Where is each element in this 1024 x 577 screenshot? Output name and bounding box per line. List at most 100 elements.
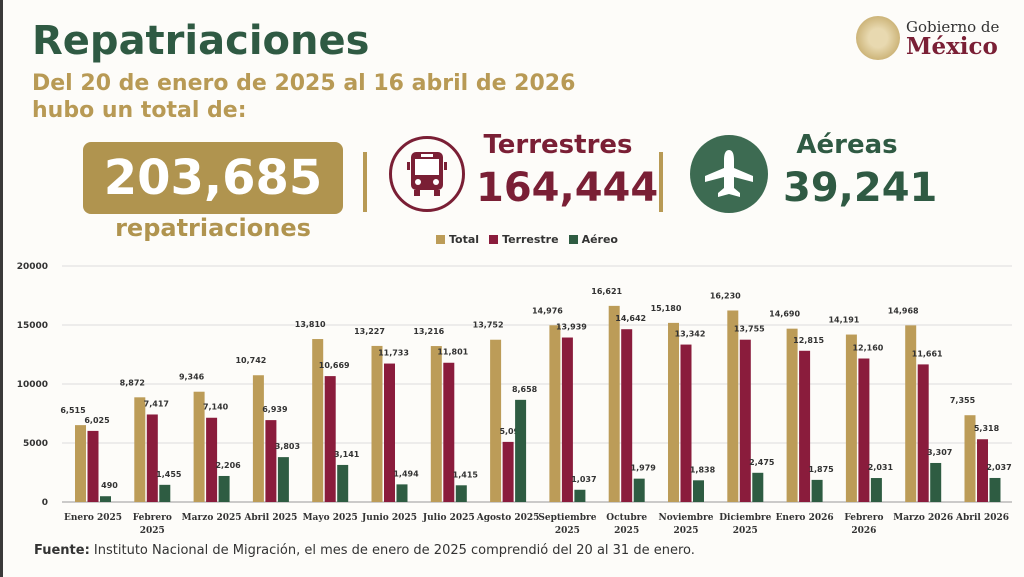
data-label: 13,227 bbox=[354, 327, 385, 336]
bar-total bbox=[252, 375, 264, 502]
x-tick-label: Noviembre bbox=[659, 513, 714, 523]
terrestres-value: 164,444 bbox=[476, 165, 659, 211]
bar-total bbox=[75, 425, 86, 502]
data-label: 13,752 bbox=[473, 321, 504, 330]
x-tick-label: Abril 2025 bbox=[243, 513, 297, 523]
data-label: 11,661 bbox=[912, 349, 943, 358]
bar-total bbox=[193, 391, 205, 502]
data-label: 8,658 bbox=[512, 385, 538, 394]
bar-terrestre bbox=[977, 439, 988, 502]
data-label: 14,968 bbox=[888, 306, 919, 315]
x-tick-label: Diciembre bbox=[719, 513, 771, 523]
data-label: 1,494 bbox=[393, 469, 419, 478]
bar-aéreo bbox=[633, 478, 645, 502]
data-label: 3,141 bbox=[334, 450, 360, 459]
divider bbox=[659, 152, 663, 212]
aereas-value: 39,241 bbox=[783, 165, 938, 211]
y-tick-label: 0 bbox=[42, 498, 48, 508]
data-label: 13,755 bbox=[734, 325, 765, 334]
data-label: 9,346 bbox=[179, 373, 205, 382]
bar-terrestre bbox=[443, 362, 455, 502]
data-label: 7,355 bbox=[950, 396, 976, 405]
data-label: 7,140 bbox=[203, 403, 229, 412]
legend-label-total: Total bbox=[449, 233, 480, 246]
logo-text-gobierno: Gobierno de bbox=[906, 18, 1000, 36]
bar-aéreo bbox=[574, 489, 586, 502]
bar-aéreo bbox=[811, 479, 823, 502]
x-tick-label: Abril 2026 bbox=[955, 513, 1009, 523]
bar-aéreo bbox=[159, 484, 171, 502]
source-note: Fuente: Instituto Nacional de Migración,… bbox=[34, 543, 695, 558]
subtitle-line-2: hubo un total de: bbox=[32, 98, 247, 123]
subtitle: Del 20 de enero de 2025 al 16 abril de 2… bbox=[32, 70, 575, 124]
bar-aéreo bbox=[515, 399, 527, 502]
data-label: 1,455 bbox=[156, 470, 182, 479]
legend-terrestre: Terrestre bbox=[489, 233, 559, 246]
data-label: 6,515 bbox=[60, 406, 86, 415]
y-tick-label: 5000 bbox=[23, 439, 48, 449]
subtitle-line-1: Del 20 de enero de 2025 al 16 abril de 2… bbox=[32, 71, 576, 96]
data-label: 1,415 bbox=[453, 470, 479, 479]
bar-terrestre bbox=[621, 329, 633, 502]
bar-total bbox=[608, 305, 620, 502]
bar-total bbox=[905, 325, 917, 502]
bar-terrestre bbox=[917, 364, 929, 502]
data-label: 14,191 bbox=[828, 316, 859, 325]
bar-aéreo bbox=[930, 462, 942, 502]
bar-terrestre bbox=[265, 420, 277, 502]
legend-aereo: Aéreo bbox=[568, 233, 618, 246]
x-tick-label: Enero 2026 bbox=[776, 513, 834, 523]
bar-terrestre bbox=[502, 441, 514, 502]
bar-terrestre bbox=[384, 363, 395, 502]
y-tick-label: 20000 bbox=[17, 262, 48, 272]
legend-swatch-aereo bbox=[568, 235, 578, 244]
bar-aéreo bbox=[752, 472, 764, 502]
data-label: 6,939 bbox=[262, 405, 288, 414]
bar-terrestre bbox=[87, 430, 99, 502]
data-label: 10,669 bbox=[319, 361, 350, 370]
legend-label-terrestre: Terrestre bbox=[502, 233, 559, 246]
legend-total: Total bbox=[436, 233, 479, 246]
bar-terrestre bbox=[858, 358, 870, 502]
airplane-icon bbox=[690, 135, 768, 213]
data-label: 10,742 bbox=[235, 356, 266, 365]
data-label: 5,318 bbox=[974, 424, 1000, 433]
bar-aéreo bbox=[337, 464, 349, 502]
x-tick-label: Mayo 2025 bbox=[303, 513, 358, 523]
data-label: 6,025 bbox=[84, 416, 110, 425]
bar-terrestre bbox=[324, 376, 336, 502]
source-text: Instituto Nacional de Migración, el mes … bbox=[89, 543, 695, 558]
y-tick-label: 10000 bbox=[17, 380, 48, 390]
bar-terrestre bbox=[680, 344, 692, 502]
total-label: repatriaciones bbox=[115, 214, 311, 242]
bar-aéreo bbox=[455, 485, 467, 502]
data-label: 13,810 bbox=[295, 320, 326, 329]
bar-total bbox=[845, 334, 857, 502]
data-label: 1,979 bbox=[631, 464, 657, 473]
data-label: 2,031 bbox=[868, 463, 894, 472]
x-tick-label: 2025 bbox=[555, 526, 580, 536]
bar-aéreo bbox=[693, 480, 704, 502]
x-tick-label: Octubre bbox=[606, 513, 647, 523]
y-tick-label: 15000 bbox=[17, 321, 48, 331]
bar-total bbox=[668, 322, 679, 502]
data-label: 13,939 bbox=[556, 323, 587, 332]
x-tick-label: Febrero bbox=[844, 513, 883, 523]
data-label: 5,094 bbox=[499, 427, 525, 436]
bar-aéreo bbox=[396, 484, 408, 502]
data-label: 490 bbox=[101, 481, 118, 490]
bar-total bbox=[786, 328, 798, 502]
x-tick-label: Marzo 2025 bbox=[182, 513, 242, 523]
logo-text-mexico: México bbox=[906, 33, 998, 60]
bar-total bbox=[430, 346, 442, 502]
data-label: 11,801 bbox=[437, 348, 468, 357]
data-label: 12,815 bbox=[793, 336, 824, 345]
bar-terrestre bbox=[561, 337, 573, 502]
x-tick-label: Enero 2025 bbox=[64, 513, 122, 523]
bar-total bbox=[549, 325, 561, 502]
data-label: 1,838 bbox=[690, 465, 716, 474]
left-border bbox=[0, 0, 3, 577]
divider bbox=[363, 152, 367, 212]
x-tick-label: Marzo 2026 bbox=[893, 513, 953, 523]
data-label: 11,733 bbox=[378, 349, 409, 358]
